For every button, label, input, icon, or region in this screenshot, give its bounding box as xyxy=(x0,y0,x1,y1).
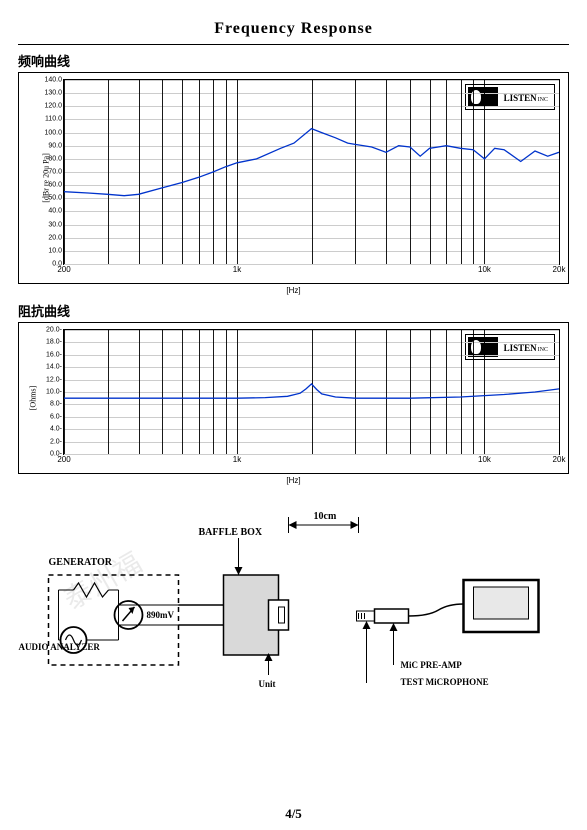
ytick: 70.0 xyxy=(48,169,64,176)
chart2-ylabel: [Ohms] xyxy=(29,386,38,410)
chart1-plot-area: LISTENINC 0.010.020.030.040.050.060.070.… xyxy=(63,79,560,265)
ytick: 2.0- xyxy=(50,438,64,445)
ytick: 90.0 xyxy=(48,142,64,149)
xtick: 1k xyxy=(233,264,241,274)
test-setup-diagram: 10cm BAFFLE BOX GENERATOR 890mV xyxy=(18,505,569,715)
ytick: 8.0- xyxy=(50,401,64,408)
freq-response-chart: [dBr re 20u Pa] LISTENINC 0.010.020.030.… xyxy=(18,72,569,284)
baffle-box-label: BAFFLE BOX xyxy=(199,527,263,538)
ytick: 20.0 xyxy=(48,234,64,241)
ytick: 14.0- xyxy=(46,364,64,371)
ytick: 110.0 xyxy=(45,116,64,123)
ytick: 120.0 xyxy=(44,103,64,110)
chart1-label: 频响曲线 xyxy=(18,51,587,70)
ytick: 50.0 xyxy=(48,195,64,202)
ytick: 18.0- xyxy=(46,339,64,346)
unit-label: Unit xyxy=(259,679,276,689)
xtick: 20k xyxy=(553,454,566,464)
title-rule xyxy=(18,44,569,45)
ytick: 40.0 xyxy=(48,208,64,215)
ytick: 10.0- xyxy=(46,389,64,396)
ytick: 10.0 xyxy=(48,247,64,254)
xtick: 200 xyxy=(57,264,70,274)
xtick: 10k xyxy=(478,454,491,464)
chart2-plot-area: LISTENINC 0.0-2.0-4.0-6.0-8.0-10.0-12.0-… xyxy=(63,329,560,455)
ytick: 12.0- xyxy=(46,376,64,383)
page: Frequency Response 频响曲线 [dBr re 20u Pa] … xyxy=(0,0,587,830)
xtick: 1k xyxy=(233,454,241,464)
ytick: 130.0 xyxy=(44,90,64,97)
mic-label: TEST MiCROPHONE xyxy=(401,677,489,687)
ytick: 20.0- xyxy=(46,327,64,334)
xtick: 10k xyxy=(478,264,491,274)
page-number: 4/5 xyxy=(0,806,587,822)
impedance-chart: [Ohms] LISTENINC 0.0-2.0-4.0-6.0-8.0-10.… xyxy=(18,322,569,474)
page-title: Frequency Response xyxy=(0,0,587,44)
preamp-label: MiC PRE-AMP xyxy=(401,660,463,670)
ytick: 60.0 xyxy=(48,182,64,189)
ytick: 100.0 xyxy=(44,129,64,136)
xtick: 200 xyxy=(57,454,70,464)
chart2-label: 阻抗曲线 xyxy=(18,301,587,320)
chart2-xlabel: [Hz] xyxy=(0,476,587,485)
generator-label: GENERATOR xyxy=(49,557,113,568)
distance-label: 10cm xyxy=(314,511,337,522)
xtick: 20k xyxy=(553,264,566,274)
voltage-label: 890mV xyxy=(147,610,175,620)
ytick: 140.0 xyxy=(44,77,64,84)
ytick: 30.0 xyxy=(48,221,64,228)
ytick: 4.0- xyxy=(50,426,64,433)
ytick: 6.0- xyxy=(50,413,64,420)
analyzer-label: AUDIO ANALYZER xyxy=(19,642,101,652)
ytick: 16.0- xyxy=(46,351,64,358)
chart1-xlabel: [Hz] xyxy=(0,286,587,295)
ytick: 80.0 xyxy=(48,155,64,162)
